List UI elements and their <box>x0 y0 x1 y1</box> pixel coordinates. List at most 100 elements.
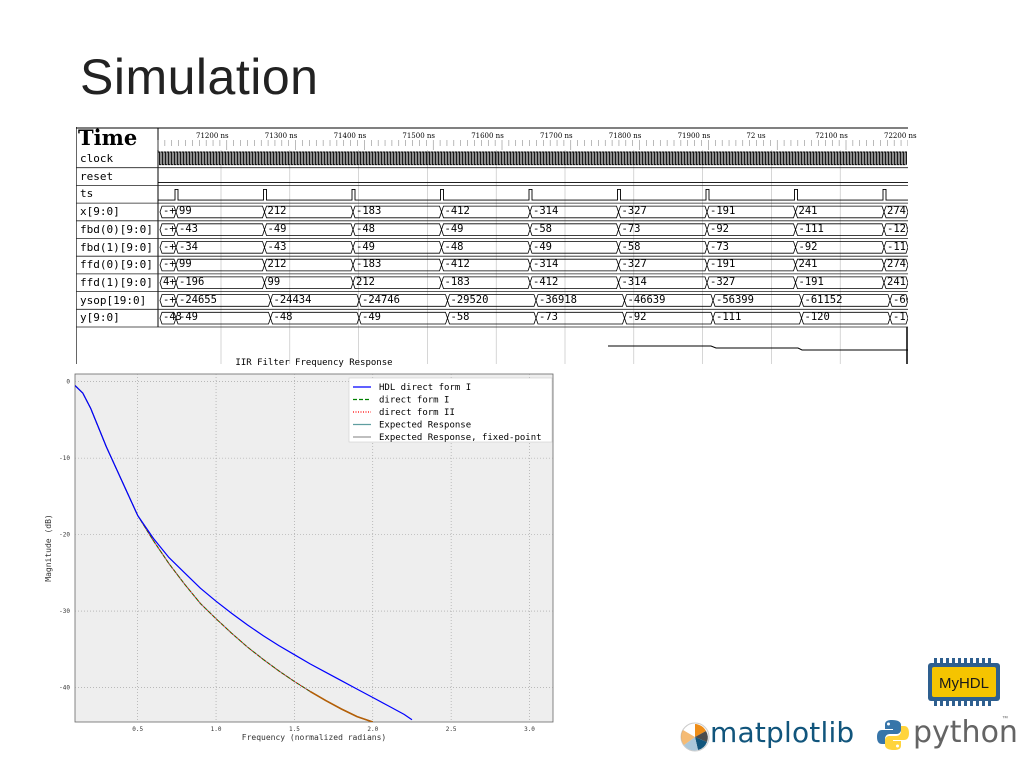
y-axis-label: Magnitude (dB) <box>44 514 53 581</box>
signal-name[interactable]: ffd(1)[9:0] <box>80 275 153 289</box>
bus-segment <box>712 294 802 307</box>
frequency-response-chart: IIR Filter Frequency Response 0.5 1.0 1.5 2.… <box>40 352 560 748</box>
bus-value: -43 <box>267 240 287 253</box>
series-line-overlay <box>309 690 374 722</box>
bus-segment <box>712 311 802 325</box>
bus-value: -+ <box>163 240 176 253</box>
bus-segment <box>175 294 271 307</box>
waveform-canvas[interactable] <box>76 127 908 364</box>
x-tick-label: 2.5 <box>446 726 457 733</box>
python-trademark: ™ <box>1002 716 1008 722</box>
x-axis-label: Frequency (normalized radians) <box>242 733 387 742</box>
bus-value: -120 <box>804 311 830 324</box>
bus-value: 241 <box>798 205 818 218</box>
bus-segment <box>618 223 708 236</box>
bus-segment <box>441 223 531 236</box>
bus-segment <box>624 311 714 325</box>
bus-value: -+ <box>163 205 176 218</box>
bus-value: 99 <box>179 258 192 271</box>
bus-value: -412 <box>533 275 559 288</box>
legend-entry: direct form I <box>379 396 449 406</box>
legend-entry: Expected Response, fixed-point <box>379 433 542 443</box>
bus-segment <box>706 223 796 236</box>
bus-value: -+ <box>163 258 176 271</box>
bus-segment <box>618 205 708 219</box>
bus-value: -73 <box>539 311 558 324</box>
bus-value: -412 <box>444 205 470 218</box>
x-tick-label: 2.0 <box>367 726 378 733</box>
bus-value: 212 <box>267 205 287 218</box>
bus-value: -43 <box>163 311 182 324</box>
bus-segment <box>529 223 619 236</box>
signal-name[interactable]: fbd(1)[9:0] <box>80 240 153 254</box>
bus-segment <box>706 205 796 219</box>
myhdl-logo: MyHDL <box>928 658 1000 706</box>
bus-segment <box>264 205 354 219</box>
bus-value: -56399 <box>716 293 754 306</box>
bus-segment <box>175 258 265 272</box>
signal-name[interactable]: y[9:0] <box>80 311 120 325</box>
bus-segment <box>441 205 531 219</box>
bus-value: -61152 <box>804 293 843 306</box>
bus-value: -+ <box>163 222 176 235</box>
bus-segment <box>159 223 177 236</box>
y-tick-label: -40 <box>59 685 70 692</box>
x-tick-label: 1.5 <box>289 726 300 733</box>
bus-segment <box>535 311 625 325</box>
y-tick-label: -30 <box>59 608 70 615</box>
bus-value: 99 <box>267 275 281 288</box>
bus-value: -58 <box>533 222 552 235</box>
bus-value: 274 <box>887 258 906 271</box>
bus-segment <box>801 311 891 325</box>
bus-value: -327 <box>710 275 736 288</box>
time-mark-label: 71500 ns <box>402 132 435 140</box>
bus-value: -49 <box>356 240 375 253</box>
clock-waveform <box>157 151 907 166</box>
bus-segment <box>883 223 908 236</box>
bus-value: -24655 <box>179 293 217 306</box>
bus-value: -314 <box>621 275 647 288</box>
bus-value: -120 <box>887 222 907 235</box>
bus-value: -24746 <box>362 293 400 306</box>
bus-segment <box>264 223 354 236</box>
y-tick-label: 0 <box>66 379 70 386</box>
chart-canvas: IIR Filter Frequency Response 0.5 1.0 1.5 2.… <box>44 358 554 742</box>
bus-segment <box>270 294 360 307</box>
bus-segment <box>358 294 448 307</box>
bus-value: 274 <box>887 205 906 218</box>
bus-value: -49 <box>533 240 552 253</box>
signal-name[interactable]: fbd(0)[9:0] <box>80 222 153 236</box>
python-logo-text: python <box>913 715 1018 750</box>
bus-segment <box>441 276 531 289</box>
bus-segment <box>883 276 908 289</box>
signal-name[interactable]: x[9:0] <box>80 205 120 219</box>
bus-value: -412 <box>444 258 470 271</box>
bus-value: 241 <box>798 258 818 271</box>
bus-segment <box>883 241 908 254</box>
waveform-viewer[interactable]: Time clock reset ts x[9:0] fbd(0)[9:0] fbd(1)… <box>76 127 917 364</box>
y-tick-label: -10 <box>59 455 70 462</box>
signal-name[interactable]: clock <box>80 152 114 165</box>
bus-segment <box>264 258 354 272</box>
signal-name[interactable]: ysop[19:0] <box>80 293 147 307</box>
bus-segment <box>159 294 177 307</box>
bus-value: -48 <box>356 222 375 235</box>
bus-value: -48 <box>444 240 464 253</box>
signal-name[interactable]: ts <box>80 187 94 201</box>
bus-value: -111 <box>716 311 742 324</box>
matplotlib-icon <box>680 722 710 752</box>
slide-title: Simulation <box>80 49 319 105</box>
bus-value: -43 <box>179 222 198 235</box>
signal-name[interactable]: ffd(0)[9:0] <box>80 258 153 272</box>
bus-segment <box>795 241 885 254</box>
bus-value: -183 <box>356 258 382 271</box>
bus-segment <box>175 205 265 219</box>
x-tick-label: 0.5 <box>132 726 143 733</box>
signal-name[interactable]: reset <box>80 169 114 183</box>
legend-entry: direct form II <box>379 408 455 418</box>
bus-value: -314 <box>533 258 559 271</box>
time-mark-label: 72200 ns <box>884 132 917 140</box>
bus-value: -314 <box>533 205 559 218</box>
bus-value: -49 <box>267 222 287 235</box>
bus-value: -11 <box>893 311 907 324</box>
